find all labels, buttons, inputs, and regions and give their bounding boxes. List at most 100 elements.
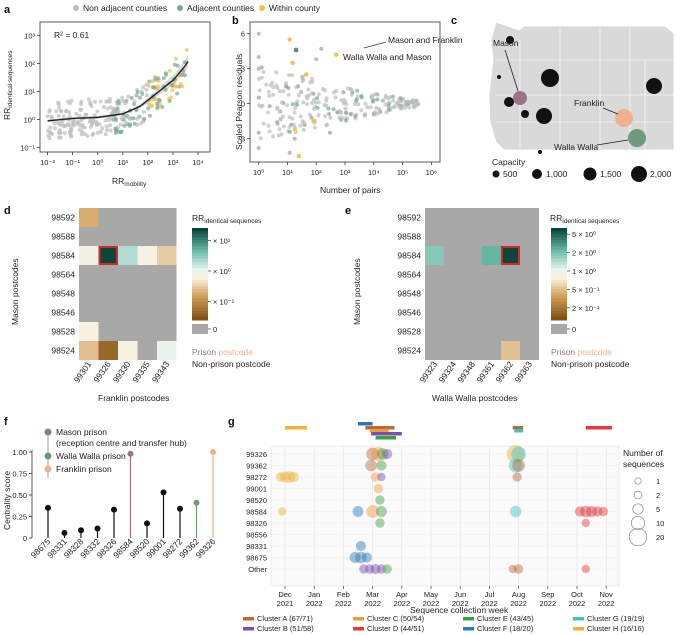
panel-a-y-tick-label: 10¹ — [24, 88, 35, 97]
panel-g-point — [375, 518, 385, 528]
capacity-legend-dot-2000 — [631, 166, 647, 182]
panel-b-point — [266, 110, 270, 115]
panel-b-point-within — [334, 52, 339, 57]
pe-cell — [520, 246, 539, 265]
panel-a-point — [74, 111, 79, 116]
panel-a-point — [122, 123, 127, 128]
panel-b-point — [256, 130, 261, 135]
panel-b-annotation-line-1 — [363, 41, 387, 49]
pe-colorbar-segment — [551, 298, 567, 303]
panel-a-point — [88, 101, 93, 106]
pe-colorbar-tick-label: 2 × 10⁻¹ — [572, 304, 600, 313]
panel-b-y-ticks: -3 0 3 6 — [238, 30, 250, 144]
pd-cell — [79, 284, 99, 303]
panel-g-point — [513, 564, 524, 574]
panel-letter-e: e — [345, 205, 351, 217]
panel-b-point — [339, 98, 344, 103]
panel-a-point — [175, 91, 180, 96]
pe-cell — [463, 322, 482, 341]
pe-colorbar-segment — [551, 283, 567, 287]
panel-g-point — [355, 540, 367, 552]
panel-b-point — [316, 113, 321, 118]
panel-g-size-legend-circle — [628, 527, 648, 547]
panel-g-point — [512, 459, 525, 472]
panel-g-x-tick-year: 2022 — [481, 599, 498, 608]
panel-e-colorbar: 5 × 10⁰ 2 × 10⁰ 1 × 10⁰ 5 × 10⁻¹ 2 × 10⁻¹ 0 — [551, 228, 600, 334]
panel-b-point — [261, 121, 266, 126]
panel-f-dot — [193, 499, 200, 506]
panel-letter-a: a — [4, 4, 11, 16]
panel-a-y-label: RRidentical sequences — [2, 50, 14, 120]
panel-g-cluster-legend-swatch — [243, 617, 254, 621]
panel-b-point — [287, 125, 292, 130]
panel-g-cluster-legend-swatch — [463, 627, 474, 631]
panel-g-point — [581, 518, 590, 528]
pe-colorbar-segment — [551, 228, 567, 232]
panel-a-point — [49, 116, 54, 121]
panel-a-point — [69, 124, 74, 129]
panel-g-size-legend-circle — [633, 490, 643, 500]
panel-f-dot — [210, 449, 216, 455]
pd-cell — [98, 322, 118, 341]
panel-a-y-tick-label: 10² — [24, 59, 35, 68]
panel-b-x-tick-label: 10¹ — [282, 168, 293, 177]
pd-cell — [98, 341, 118, 360]
panel-a-point — [46, 133, 51, 138]
panel-g-x-tick-label: Apr 2022 — [393, 590, 410, 608]
panel-a-x-tick-label: 10⁰ — [92, 158, 103, 167]
pd-cell — [98, 208, 118, 227]
panel-b-point — [369, 94, 374, 99]
pe-colorbar-tick-label: 0 — [572, 325, 576, 334]
panel-g-cluster-legend-label: Cluster G (19/19) — [587, 614, 645, 623]
panel-b-point — [348, 87, 353, 92]
panel-b-point — [398, 96, 403, 101]
panel-b-point — [386, 107, 391, 112]
panel-a-point — [83, 112, 88, 117]
pe-cell — [444, 284, 463, 303]
pd-cell — [157, 208, 177, 227]
panel-b-point — [305, 96, 310, 101]
panel-b-point — [301, 127, 306, 132]
panel-g-x-tick-month: Apr — [396, 590, 408, 599]
legend-label-within: Within county — [269, 3, 321, 13]
pd-cell — [79, 208, 99, 227]
panel-b-point — [392, 105, 397, 110]
panel-a-point — [116, 109, 121, 114]
panel-b-point — [307, 112, 312, 117]
panel-b-point — [267, 89, 271, 94]
panel-b-point — [316, 100, 321, 105]
pe-cell — [463, 246, 482, 265]
pe-colorbar-segment — [551, 240, 567, 244]
pd-colorbar-segment — [192, 270, 208, 275]
pd-cell — [137, 341, 157, 360]
pd-cell — [118, 227, 138, 246]
panel-a-point — [103, 118, 108, 123]
pd-colorbar-segment — [192, 234, 208, 238]
pd-colorbar-segment — [192, 243, 208, 247]
pd-cell — [157, 341, 177, 360]
pe-colorbar-segment — [551, 261, 567, 266]
panel-g-row-labels: 99326 99362 98272 99001 98520 98584 98326 98556… — [246, 450, 267, 574]
panel-b-y-tick-label: 3 — [241, 65, 245, 74]
pe-colorbar-segment — [551, 255, 567, 260]
panel-a-point — [46, 128, 50, 133]
panel-a-point — [98, 99, 103, 104]
panel-d-y-label: Mason postcodes — [10, 258, 20, 325]
panel-b-point — [278, 117, 283, 122]
pe-x-tick-label: 99362 — [493, 359, 515, 384]
panel-a-point — [157, 98, 162, 103]
panel-g-point — [279, 471, 291, 483]
panel-g-point — [511, 446, 526, 462]
panel-e-colorbar-title: RRidentical sequences — [550, 213, 620, 225]
panel-f-y-tick-label: 0.75 — [12, 470, 27, 479]
panel-a-y-tick-label: 10³ — [24, 31, 35, 40]
panel-a-point — [94, 123, 99, 127]
pd-cell — [98, 227, 118, 246]
pe-y-tick-label: 98524 — [397, 346, 421, 356]
panel-b-x-tick-label: 10⁰ — [253, 168, 264, 177]
pe-cell — [501, 265, 520, 284]
pd-x-tick-label: 99326 — [91, 359, 113, 384]
panel-g-x-tick-label: Jan 2022 — [306, 590, 323, 608]
panel-f-y-tick-label: 1.00 — [12, 448, 27, 457]
